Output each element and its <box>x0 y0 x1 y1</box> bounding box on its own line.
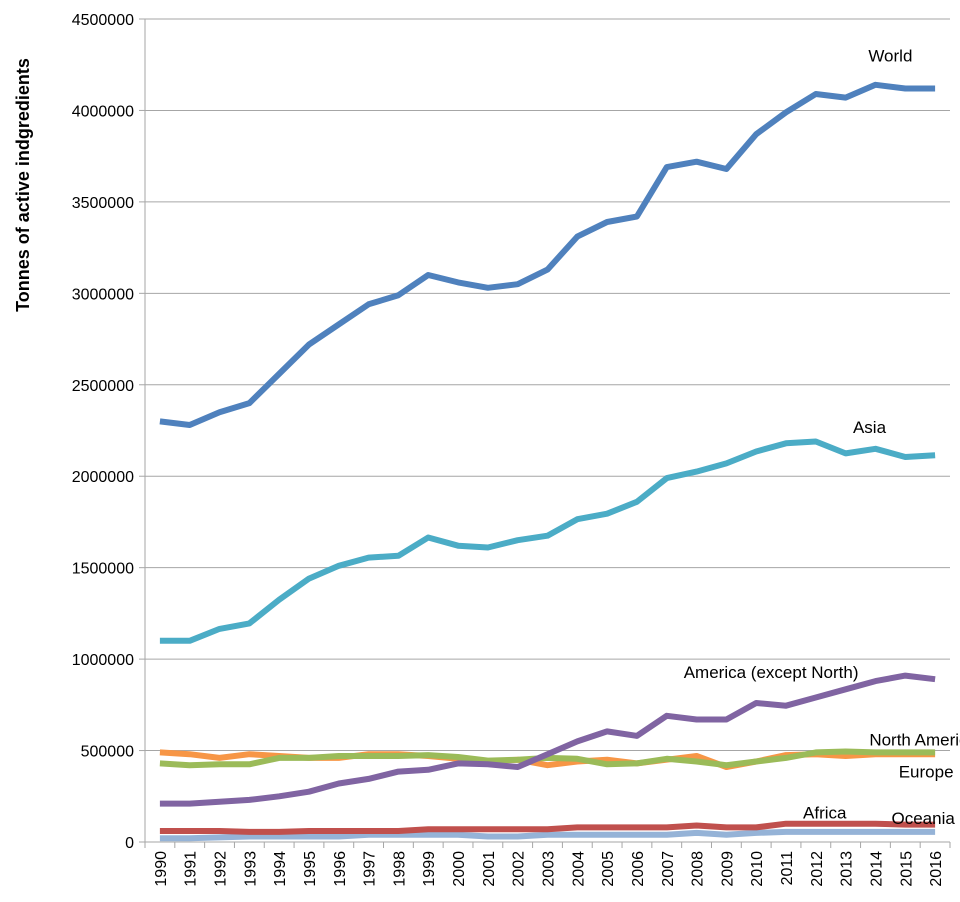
series-label-africa: Africa <box>803 804 847 823</box>
x-tick-label: 2008 <box>690 851 707 887</box>
y-tick-label: 4000000 <box>72 103 134 120</box>
x-tick-label: 2009 <box>719 851 736 887</box>
x-tick-label: 2012 <box>809 851 826 887</box>
x-tick-label: 1994 <box>272 851 289 887</box>
y-tick-label: 1000000 <box>72 652 134 669</box>
y-axis: Tonnes of active indgredients 0 500000 100… <box>13 12 146 852</box>
x-tick-label: 2015 <box>898 851 915 887</box>
x-axis: 1990 1991 1992 1993 1994 1995 1996 1997 1998 1999… <box>144 841 951 887</box>
series-line-asia <box>159 438 936 644</box>
series-labels: World Asia America (except North) North Ame… <box>684 47 960 829</box>
y-tick-label: 4500000 <box>72 12 134 29</box>
series-line-north-america <box>159 748 936 769</box>
x-tick-label: 2014 <box>868 851 885 887</box>
series-label-north-america: North America <box>869 731 960 750</box>
x-tick-label: 1999 <box>421 851 438 887</box>
x-tick-label: 1990 <box>153 851 170 887</box>
series-label-world: World <box>868 47 912 66</box>
y-tick-label: 0 <box>125 835 134 852</box>
series-label-oceania: Oceania <box>892 809 956 828</box>
gridlines <box>145 18 950 843</box>
series-line-africa <box>159 820 936 835</box>
x-tick-label: 2004 <box>570 851 587 887</box>
y-axis-title: Tonnes of active indgredients <box>13 58 33 312</box>
series-lines <box>159 81 936 842</box>
x-tick-label: 1992 <box>213 851 230 887</box>
x-tick-label: 2001 <box>481 851 498 887</box>
x-tick-label: 2002 <box>511 851 528 887</box>
x-tick-label: 1993 <box>242 851 259 887</box>
series-line-oceania <box>159 828 936 842</box>
x-tick-label: 2005 <box>600 851 617 887</box>
x-tick-label: 1995 <box>302 851 319 887</box>
x-tick-label: 1996 <box>332 851 349 887</box>
x-tick-label: 1997 <box>362 851 379 887</box>
series-line-world <box>159 81 936 428</box>
x-tick-label: 2000 <box>451 851 468 887</box>
y-tick-label: 1500000 <box>72 561 134 578</box>
y-tick-label: 3500000 <box>72 195 134 212</box>
x-tick-label: 2006 <box>630 851 647 887</box>
series-label-europe: Europe <box>899 763 954 782</box>
x-tick-label: 2016 <box>928 851 945 887</box>
x-tick-label: 1998 <box>391 851 408 887</box>
x-tick-label: 1991 <box>183 851 200 887</box>
y-tick-label: 3000000 <box>72 286 134 303</box>
y-tick-label: 2000000 <box>72 469 134 486</box>
x-tick-label: 2013 <box>839 851 856 887</box>
x-tick-label: 2010 <box>749 851 766 887</box>
x-tick-label: 2003 <box>541 851 558 887</box>
y-tick-label: 2500000 <box>72 378 134 395</box>
series-label-america-except-north: America (except North) <box>684 663 859 682</box>
series-label-asia: Asia <box>853 418 887 437</box>
y-tick-label: 500000 <box>81 744 134 761</box>
x-tick-label: 2007 <box>660 851 677 887</box>
x-tick-label: 2011 <box>779 851 796 886</box>
series-line-america-except-north <box>159 672 936 807</box>
